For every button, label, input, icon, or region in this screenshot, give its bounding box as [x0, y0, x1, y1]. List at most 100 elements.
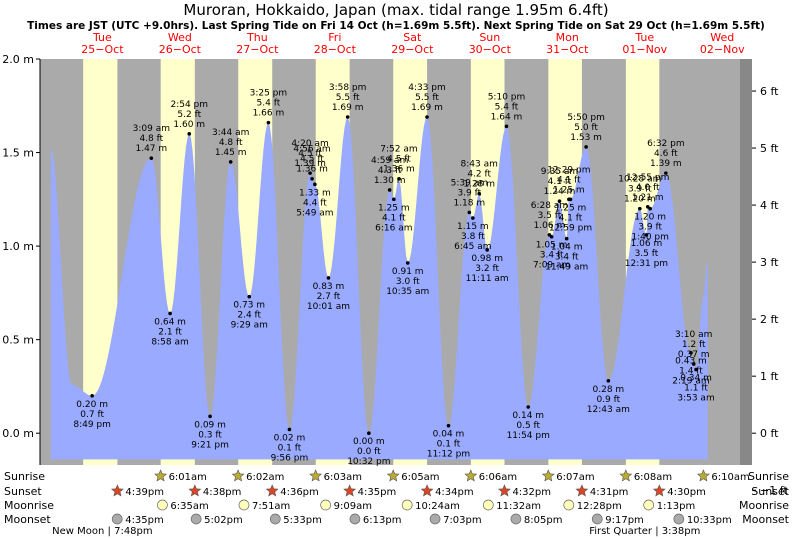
tide-label: 5.4 ft [257, 99, 281, 109]
sunset-time: 4:39pm [125, 487, 164, 498]
moonrise-time: 7:51am [252, 501, 290, 512]
date-label: 25−Oct [81, 43, 124, 56]
axes: 2.0 m 1.5 m 1.0 m 0.5 m 0.0 m 6 ft 5 ft 4 ft 3 f… [2, 53, 788, 497]
tide-point [549, 234, 554, 239]
tide-label: 3:58 pm [329, 83, 367, 93]
tide-label: 5.5 ft [415, 93, 439, 103]
tide-label: 4.8 ft [139, 134, 163, 144]
tide-label: 3:09 am [133, 124, 170, 134]
tide-label: 3.4 ft [555, 253, 579, 263]
tide-labels: 0.20 m0.7 ft8:49 pm3:09 am4.8 ft1.47 m0.… [73, 83, 714, 467]
sunrise-icon [619, 469, 633, 482]
tide-label: 1.04 m [551, 243, 583, 253]
moonset-icon [349, 513, 361, 525]
y-tick-label: 1.5 m [2, 147, 34, 160]
sunset-icon [110, 484, 124, 497]
tide-label: 8:43 am [461, 160, 498, 170]
tide-label: 0.91 m [392, 267, 424, 277]
date-label: 27−Oct [236, 43, 279, 56]
tide-label: 5.5 ft [336, 93, 360, 103]
y-right-tick-label: 1 ft [760, 370, 779, 383]
tide-label: 0.3 ft [198, 430, 222, 440]
tide-label: 11:49 am [545, 263, 588, 273]
tide-label: 0.37 m [678, 350, 710, 360]
moonset-time: 5:33pm [283, 515, 322, 526]
moonset-time: 6:13pm [363, 515, 402, 526]
tide-label: 9:21 pm [191, 440, 229, 450]
tide-label: 0.1 ft [437, 440, 461, 450]
moonset-icon [673, 513, 685, 525]
tide-label: 3.8 ft [461, 232, 485, 242]
tide-point [606, 379, 611, 383]
tide-label: 3.5 ft [635, 249, 659, 259]
tide-label: 4.5 ft [298, 149, 322, 159]
row-label-left: Moonset [4, 513, 51, 526]
tide-label: 12:55 pm [626, 173, 669, 183]
tide-label: 1.18 m [453, 198, 485, 208]
sunrise-time: 6:06am [479, 472, 517, 483]
date-label: 29−Oct [391, 43, 434, 56]
tide-label: 1.45 m [215, 148, 247, 158]
moonset-time: 7:03pm [443, 515, 482, 526]
tide-label: 6:16 am [375, 223, 412, 233]
date-label: 26−Oct [159, 43, 202, 56]
y-right-tick-label: −1 ft [760, 484, 788, 497]
tide-point [638, 206, 642, 211]
tide-label: 6:32 pm [647, 139, 685, 149]
moonrise-time: 1:13pm [657, 501, 696, 512]
tide-label: 0.20 m [76, 400, 108, 410]
tide-point [345, 115, 350, 119]
moonrise-icon [563, 499, 575, 511]
tide-point [310, 176, 314, 181]
moonset-icon [269, 513, 281, 525]
sunrise-icon [696, 469, 710, 482]
moonrise-icon [401, 499, 413, 511]
tide-label: 5:39 am [451, 178, 488, 188]
tide-label: 7:52 am [380, 145, 417, 155]
sunrise-time: 6:10am [711, 472, 749, 483]
tide-point [228, 160, 233, 164]
tide-label: 5:50 pm [567, 113, 605, 123]
row-label-right: Moonset [742, 513, 789, 526]
tide-label: 4.8 ft [219, 138, 243, 148]
date-label: 01−Nov [622, 43, 667, 56]
tide-label: 0.1 ft [278, 443, 302, 453]
tide-point [467, 210, 472, 215]
moonrise-time: 12:28pm [577, 501, 622, 512]
tide-point [387, 188, 392, 192]
tide-label: 0.83 m [313, 282, 345, 292]
sunrise-icon [309, 469, 323, 482]
moonset-icon [510, 513, 522, 525]
tide-label: 1.2 ft [682, 340, 706, 350]
tide-label: 3:44 am [212, 128, 249, 138]
moonset-time: 5:02pm [204, 515, 243, 526]
tide-label: 3.9 ft [638, 223, 662, 233]
moonset-time: 9:17pm [605, 515, 644, 526]
sunset-icon [343, 484, 357, 497]
chart-subtitle: Times are JST (UTC +9.0hrs). Last Spring… [27, 20, 765, 32]
tide-label: 4:59 am [371, 156, 408, 166]
sunrise-icon [541, 469, 555, 482]
moonset-icon [429, 513, 441, 525]
tide-label: 1.47 m [135, 144, 167, 154]
tide-point [397, 176, 401, 181]
sunset-time: 4:36pm [280, 487, 319, 498]
tide-label: 10:28 am [618, 175, 661, 185]
tide-label: 1.36 m [383, 165, 415, 175]
tide-label: 1.4 ft [679, 367, 703, 377]
tide-label: 4:20 am [291, 139, 328, 149]
tide-label: 3:10 am [675, 330, 712, 340]
y-tick-label: 2.0 m [2, 53, 34, 66]
tide-label: 0.64 m [154, 317, 186, 327]
tide-label: 4.5 ft [387, 155, 411, 165]
tide-label: 0.0 ft [357, 447, 381, 457]
sunset-icon [265, 484, 279, 497]
tide-label: 1.06 m [631, 239, 663, 249]
tide-label: 0.5 ft [516, 421, 540, 431]
day-of-week-label: Wed [168, 31, 192, 44]
moon-phase-label: New Moon | 7:48pm [52, 526, 152, 537]
tide-label: 6:45 am [454, 242, 491, 252]
tide-label: 12:29 pm [547, 165, 590, 175]
sunrise-time: 6:01am [169, 472, 207, 483]
tide-point [168, 311, 172, 316]
